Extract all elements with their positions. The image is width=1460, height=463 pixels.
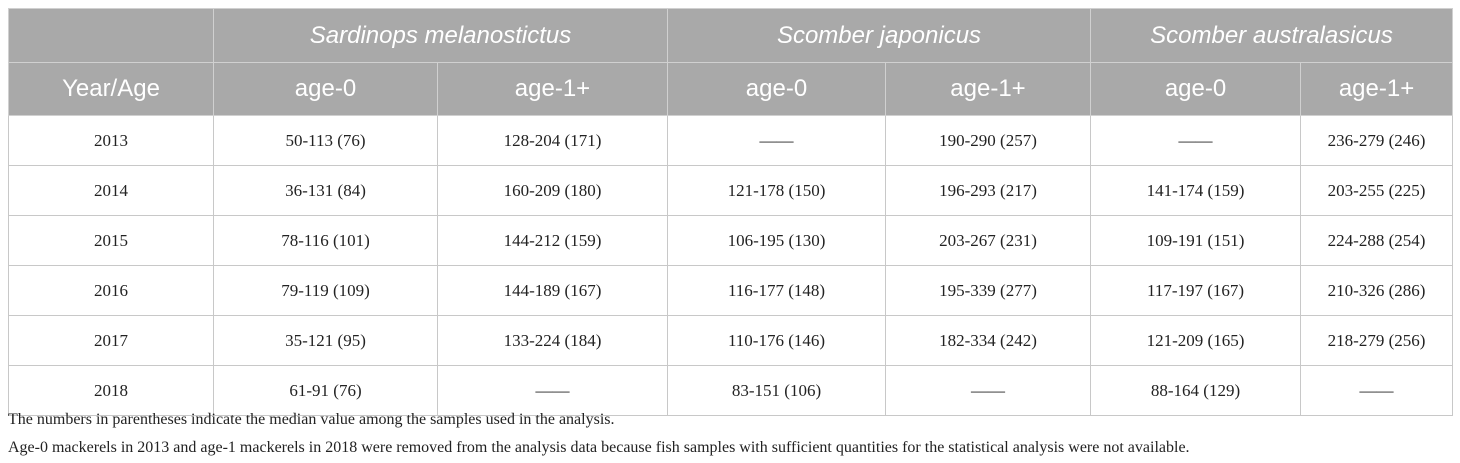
cell: 109-191 (151) <box>1090 215 1302 266</box>
cell: 210-326 (286) <box>1300 265 1454 316</box>
cell: —— <box>1300 365 1454 416</box>
cell: 141-174 (159) <box>1090 165 1302 216</box>
cell: 50-113 (76) <box>213 115 438 166</box>
footnote: The numbers in parentheses indicate the … <box>8 411 615 428</box>
age-header: age-0 <box>213 62 438 116</box>
year-cell: 2018 <box>8 365 214 416</box>
table-row: 2018 61-91 (76) —— 83-151 (106) —— 88-164 (12… <box>8 365 1454 416</box>
cell: 195-339 (277) <box>884 265 1092 316</box>
age-header: age-0 <box>667 62 886 116</box>
year-cell: 2016 <box>8 265 214 316</box>
cell: 203-267 (231) <box>884 215 1092 266</box>
cell: —— <box>667 115 886 166</box>
species-header-row: Sardinops melanostictus Scomber japonicus… <box>8 8 1454 63</box>
age-header: age-1+ <box>884 62 1092 116</box>
cell: 83-151 (106) <box>667 365 886 416</box>
cell: 117-197 (167) <box>1090 265 1302 316</box>
age-header: age-0 <box>1090 62 1302 116</box>
table-row: 2015 78-116 (101) 144-212 (159) 106-195 (13… <box>8 215 1454 266</box>
species-header: Sardinops melanostictus <box>213 8 668 63</box>
cell: 144-212 (159) <box>437 215 668 266</box>
data-table: Sardinops melanostictus Scomber japonicus… <box>8 8 1454 416</box>
cell: 121-178 (150) <box>667 165 886 216</box>
cell: 196-293 (217) <box>884 165 1092 216</box>
table-container: Sardinops melanostictus Scomber japonicus… <box>8 8 1454 416</box>
species-header: Scomber japonicus <box>666 8 1092 63</box>
cell: 128-204 (171) <box>437 115 668 166</box>
cell: 224-288 (254) <box>1300 215 1454 266</box>
cell: 144-189 (167) <box>437 265 668 316</box>
table-row: 2017 35-121 (95) 133-224 (184) 110-176 (146… <box>8 315 1454 366</box>
age-header-row: Year/Age age-0 age-1+ age-0 age-1+ age-0 age-1… <box>8 62 1454 116</box>
year-cell: 2017 <box>8 315 214 366</box>
cell: 218-279 (256) <box>1300 315 1454 366</box>
table-row: 2014 36-131 (84) 160-209 (180) 121-178 (150… <box>8 165 1454 216</box>
header-corner <box>8 8 214 63</box>
year-cell: 2014 <box>8 165 214 216</box>
cell: —— <box>1090 115 1302 166</box>
footnote: Age-0 mackerels in 2013 and age-1 macker… <box>8 439 1190 456</box>
cell: 110-176 (146) <box>667 315 886 366</box>
cell: 121-209 (165) <box>1090 315 1302 366</box>
year-cell: 2013 <box>8 115 214 166</box>
cell: 182-334 (242) <box>884 315 1092 366</box>
age-header: age-1+ <box>1300 62 1454 116</box>
cell: 106-195 (130) <box>667 215 886 266</box>
species-header: Scomber australasicus <box>1090 8 1454 63</box>
table-body: 2013 50-113 (76) 128-204 (171) —— 190-290 (2… <box>8 115 1454 416</box>
cell: 35-121 (95) <box>213 315 438 366</box>
cell: 203-255 (225) <box>1300 165 1454 216</box>
cell: 78-116 (101) <box>213 215 438 266</box>
cell: —— <box>884 365 1092 416</box>
table-row: 2016 79-119 (109) 144-189 (167) 116-177 (14… <box>8 265 1454 316</box>
age-header: age-1+ <box>437 62 668 116</box>
cell: 190-290 (257) <box>884 115 1092 166</box>
cell: 36-131 (84) <box>213 165 438 216</box>
cell: 133-224 (184) <box>437 315 668 366</box>
cell: 160-209 (180) <box>437 165 668 216</box>
table-row: 2013 50-113 (76) 128-204 (171) —— 190-290 (2… <box>8 115 1454 166</box>
cell: 79-119 (109) <box>213 265 438 316</box>
year-cell: 2015 <box>8 215 214 266</box>
cell: 116-177 (148) <box>667 265 886 316</box>
cell: 236-279 (246) <box>1300 115 1454 166</box>
year-age-header: Year/Age <box>8 62 214 116</box>
cell: 61-91 (76) <box>213 365 438 416</box>
footnotes: The numbers in parentheses indicate the … <box>8 406 1190 462</box>
